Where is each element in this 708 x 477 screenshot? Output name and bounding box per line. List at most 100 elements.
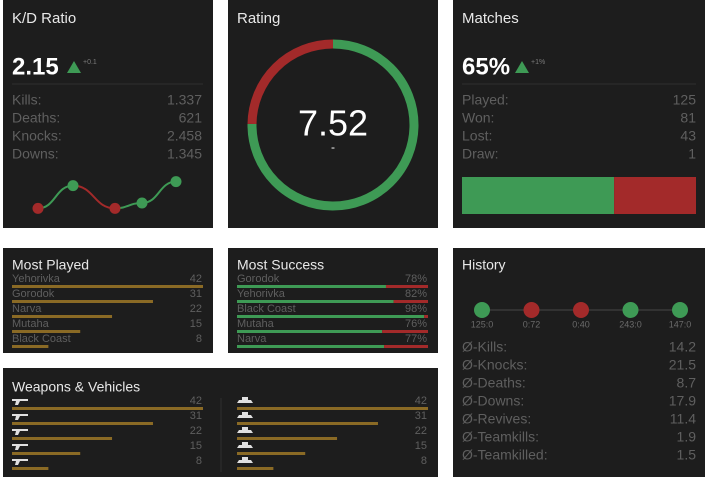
stat-value: 621 (179, 110, 203, 126)
fail-bar (424, 315, 428, 318)
map-name: Black Coast (237, 303, 296, 315)
most-success-title: Most Success (237, 257, 324, 273)
history-dot (474, 302, 490, 318)
stat-label: Deaths: (12, 110, 60, 126)
most-played-title: Most Played (12, 257, 89, 273)
rating-panel (228, 0, 438, 228)
kd-delta: +0.1 (83, 59, 97, 66)
history-score: 0:72 (523, 319, 541, 329)
history-dot (523, 302, 540, 318)
count: 8 (421, 455, 427, 467)
stat-value: 21.5 (669, 357, 696, 373)
bar (237, 452, 306, 455)
up-arrow (67, 61, 81, 73)
win-bar (462, 177, 615, 214)
success-bar (237, 315, 425, 318)
loss-bar (614, 177, 696, 214)
count: 15 (190, 440, 202, 452)
map-name: Mutaha (12, 318, 50, 330)
map-count: 22 (190, 303, 202, 315)
map-count: 15 (190, 318, 202, 330)
bar (12, 300, 153, 303)
bar (237, 467, 274, 470)
icon (237, 442, 253, 448)
bar (237, 407, 428, 410)
icon (12, 444, 28, 450)
map-count: 31 (190, 288, 202, 300)
bar (12, 452, 81, 455)
fail-bar (382, 330, 428, 333)
success-rate: 77% (405, 333, 427, 345)
stat-value: 1 (688, 146, 696, 162)
bar (12, 422, 153, 425)
map-count: 42 (190, 273, 202, 285)
stat-value: 2.458 (167, 128, 202, 144)
sparkline-point (136, 197, 148, 209)
stat-label: Ø-Knocks: (462, 357, 527, 373)
kd-title: K/D Ratio (12, 10, 76, 27)
stat-label: Ø-Downs: (462, 393, 524, 409)
success-rate: 76% (405, 318, 427, 330)
up-arrow (515, 61, 529, 73)
count: 42 (415, 395, 427, 407)
stat-label: Downs: (12, 146, 59, 162)
bar (12, 330, 81, 333)
matches-title: Matches (462, 10, 519, 27)
bar (237, 422, 378, 425)
success-rate: 82% (405, 288, 427, 300)
success-bar (237, 285, 386, 288)
success-bar (237, 345, 385, 348)
rating-value: 7.52 (298, 103, 368, 144)
stat-value: 43 (680, 128, 696, 144)
map-name: Yehorivka (237, 288, 286, 300)
stat-value: 1.5 (677, 447, 697, 463)
stat-value: 8.7 (677, 375, 697, 391)
icon (237, 397, 253, 403)
count: 8 (196, 455, 202, 467)
rating-ring-good (247, 39, 419, 211)
kd-panel (3, 0, 213, 228)
icon (12, 399, 28, 405)
stat-label: Ø-Deaths: (462, 375, 526, 391)
rating-sub: - (331, 140, 335, 154)
stat-value: 81 (680, 110, 696, 126)
success-rate: 78% (405, 273, 427, 285)
map-count: 8 (196, 333, 202, 345)
count: 22 (190, 425, 202, 437)
history-score: 125:0 (471, 319, 494, 329)
stat-label: Played: (462, 92, 509, 108)
map-name: Narva (237, 333, 267, 345)
count: 15 (415, 440, 427, 452)
stat-label: Ø-Kills: (462, 339, 507, 355)
icon (12, 429, 28, 435)
fail-bar (384, 345, 428, 348)
map-name: Mutaha (237, 318, 275, 330)
fail-bar (385, 285, 428, 288)
icon (237, 457, 253, 463)
sparkline-point (109, 202, 121, 214)
sparkline-point (170, 176, 182, 188)
stat-value: 1.337 (167, 92, 202, 108)
stat-value: 125 (673, 92, 697, 108)
success-bar (237, 300, 394, 303)
stat-label: Draw: (462, 146, 499, 162)
count: 22 (415, 425, 427, 437)
map-name: Narva (12, 303, 42, 315)
matches-value: 65% (462, 53, 510, 80)
history-dot (672, 302, 688, 318)
stat-value: 11.4 (670, 411, 696, 427)
bar (12, 345, 49, 348)
history-dot (573, 302, 589, 318)
fail-bar (393, 300, 428, 303)
count: 31 (415, 410, 427, 422)
bar (12, 467, 49, 470)
rating-title: Rating (237, 10, 280, 27)
history-score: 147:0 (669, 319, 692, 329)
stat-label: Lost: (462, 128, 492, 144)
map-name: Black Coast (12, 333, 71, 345)
matches-delta: +1% (531, 59, 545, 66)
icon (12, 459, 28, 465)
